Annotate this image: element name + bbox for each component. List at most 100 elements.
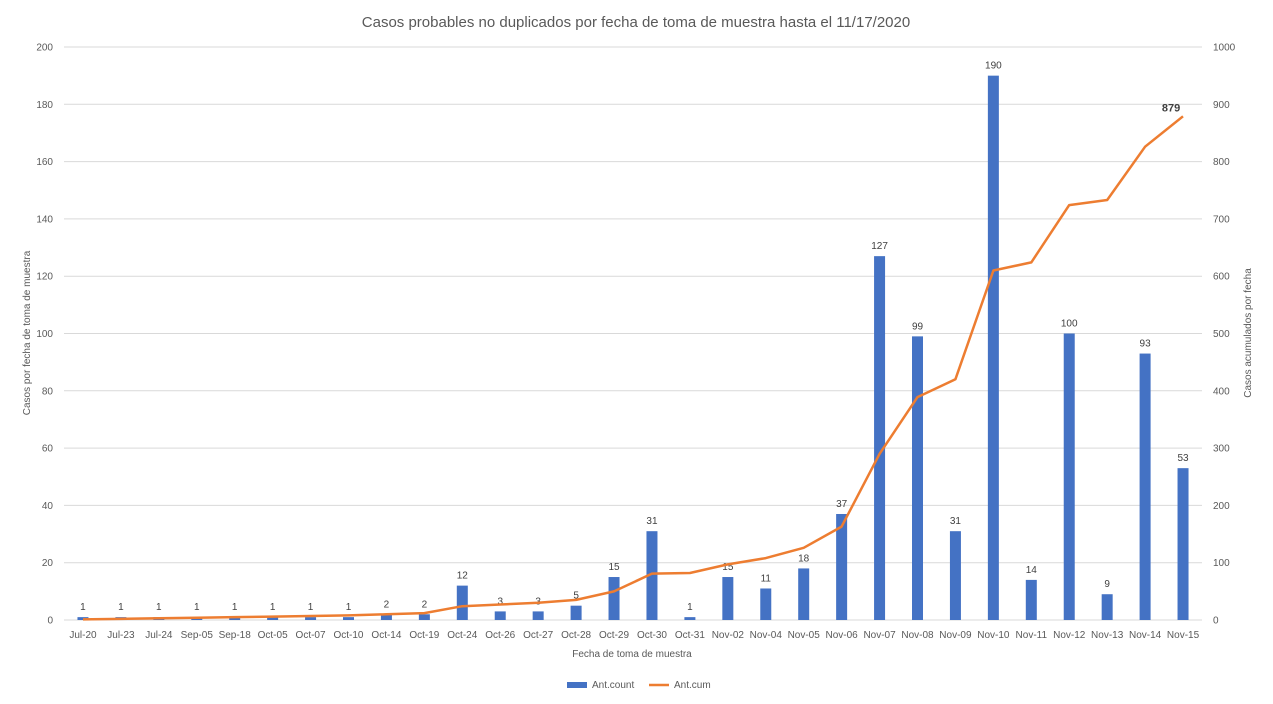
bar — [77, 617, 89, 620]
bar — [912, 336, 923, 620]
y2-tick-label: 400 — [1213, 386, 1230, 397]
bar — [874, 256, 886, 620]
bar-value-label: 2 — [422, 599, 428, 610]
bar — [1063, 333, 1075, 620]
x-tick-label: Nov-13 — [1091, 630, 1124, 641]
x-tick-label: Oct-05 — [258, 630, 288, 641]
chart-title: Casos probables no duplicados por fecha … — [362, 14, 910, 31]
bar-value-label: 100 — [1061, 319, 1078, 330]
bar-value-label: 93 — [1140, 339, 1152, 350]
x-tick-label: Jul-23 — [107, 630, 135, 641]
x-tick-label: Nov-10 — [977, 630, 1010, 641]
bar-value-label: 1 — [118, 602, 124, 613]
bar — [570, 605, 582, 620]
bar — [267, 617, 279, 620]
y2-tick-label: 0 — [1213, 616, 1219, 627]
x-tick-label: Nov-08 — [901, 630, 934, 641]
bar-value-label: 14 — [1026, 565, 1038, 576]
x-tick-label: Oct-14 — [371, 630, 401, 641]
legend-label-line: Ant.cum — [674, 680, 711, 691]
y2-tick-label: 200 — [1213, 501, 1230, 512]
bar — [380, 614, 392, 620]
bar — [343, 617, 354, 620]
y-axis-title: Casos por fecha de toma de muestra — [22, 250, 33, 415]
bar-value-label: 1 — [232, 602, 238, 613]
y-tick-label: 40 — [42, 501, 54, 512]
y-tick-label: 0 — [47, 616, 53, 627]
bar-value-label: 3 — [497, 596, 503, 607]
y-tick-label: 20 — [42, 558, 54, 569]
x-axis-ticks: Jul-20 Jul-23 Jul-24 Sep-05 Sep-18 Oct-05 Oct-… — [69, 630, 1199, 641]
y-tick-label: 200 — [36, 43, 53, 54]
y-tick-label: 60 — [42, 444, 54, 455]
y2-tick-label: 1000 — [1213, 43, 1236, 54]
x-tick-label: Nov-02 — [712, 630, 745, 641]
x-tick-label: Nov-09 — [939, 630, 972, 641]
bar-value-label: 15 — [722, 562, 734, 573]
x-tick-label: Oct-07 — [296, 630, 326, 641]
bar — [494, 611, 506, 620]
bar-value-label: 31 — [950, 516, 962, 527]
bar-value-label: 18 — [798, 553, 810, 564]
cumulative-last-label: 879 — [1162, 102, 1180, 114]
x-tick-label: Nov-07 — [863, 630, 896, 641]
legend-swatch-bar — [567, 682, 587, 688]
y2-tick-label: 900 — [1213, 100, 1230, 111]
y2-tick-label: 100 — [1213, 558, 1230, 569]
bar-value-label: 2 — [384, 599, 390, 610]
line-series: 879 — [82, 102, 1184, 621]
bar-value-label: 1 — [687, 602, 693, 613]
bar-value-label: 1 — [308, 602, 314, 613]
bar — [608, 577, 620, 620]
x-tick-label: Oct-10 — [333, 630, 363, 641]
bar-value-label: 11 — [761, 573, 772, 584]
bar — [1101, 594, 1113, 620]
bar-value-label: 31 — [646, 516, 658, 527]
bar — [305, 617, 317, 620]
bar — [949, 531, 961, 620]
x-tick-label: Nov-12 — [1053, 630, 1086, 641]
bar — [684, 617, 696, 620]
bar-value-label: 1 — [346, 602, 352, 613]
bar-value-label: 1 — [156, 602, 162, 613]
bar-value-label: 1 — [270, 602, 276, 613]
x-tick-label: Oct-27 — [523, 630, 553, 641]
bar — [1025, 579, 1037, 620]
bar — [532, 611, 544, 620]
x-tick-label: Jul-24 — [145, 630, 173, 641]
bar-value-label: 127 — [871, 241, 888, 252]
y-tick-label: 180 — [36, 100, 53, 111]
x-tick-label: Nov-15 — [1167, 630, 1200, 641]
bar — [418, 614, 430, 620]
x-axis-title: Fecha de toma de muestra — [572, 649, 692, 660]
bar-value-label: 15 — [608, 562, 620, 573]
bar-value-label: 1 — [194, 602, 200, 613]
bar-value-label: 99 — [912, 321, 924, 332]
bar — [1177, 468, 1189, 620]
bar-value-label: 37 — [836, 499, 848, 510]
x-tick-label: Oct-30 — [637, 630, 667, 641]
bar-value-label: 5 — [573, 591, 579, 602]
bar — [798, 568, 810, 620]
legend-label-bar: Ant.count — [592, 680, 634, 691]
x-tick-label: Nov-06 — [826, 630, 859, 641]
bar — [987, 75, 999, 620]
y2-tick-label: 300 — [1213, 444, 1230, 455]
y2-tick-label: 500 — [1213, 329, 1230, 340]
bar — [1139, 353, 1151, 620]
cumulative-line — [82, 115, 1184, 621]
left-axis-ticks: 0 20 40 60 80 100 120 140 160 180 200 — [36, 43, 53, 627]
y-tick-label: 120 — [36, 272, 53, 283]
bar-series — [77, 75, 1189, 620]
bar-value-label: 12 — [457, 571, 469, 582]
y2-axis-title: Casos acumulados por fecha — [1243, 268, 1254, 398]
x-tick-label: Oct-26 — [485, 630, 515, 641]
x-tick-label: Jul-20 — [69, 630, 97, 641]
y-tick-label: 140 — [36, 214, 53, 225]
x-tick-label: Oct-29 — [599, 630, 629, 641]
bar — [646, 531, 658, 620]
y-tick-label: 80 — [42, 386, 54, 397]
bar — [836, 513, 848, 620]
